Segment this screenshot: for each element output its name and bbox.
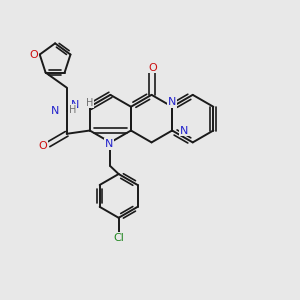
Text: H: H bbox=[86, 98, 94, 108]
Text: N: N bbox=[71, 100, 79, 110]
Text: N: N bbox=[104, 139, 113, 149]
Text: O: O bbox=[29, 50, 38, 59]
Text: O: O bbox=[149, 62, 158, 73]
Text: Cl: Cl bbox=[113, 232, 124, 243]
Text: N: N bbox=[51, 106, 59, 116]
Text: H: H bbox=[69, 105, 76, 115]
Text: N: N bbox=[168, 97, 176, 107]
Text: N: N bbox=[179, 125, 188, 136]
Text: O: O bbox=[38, 141, 47, 151]
